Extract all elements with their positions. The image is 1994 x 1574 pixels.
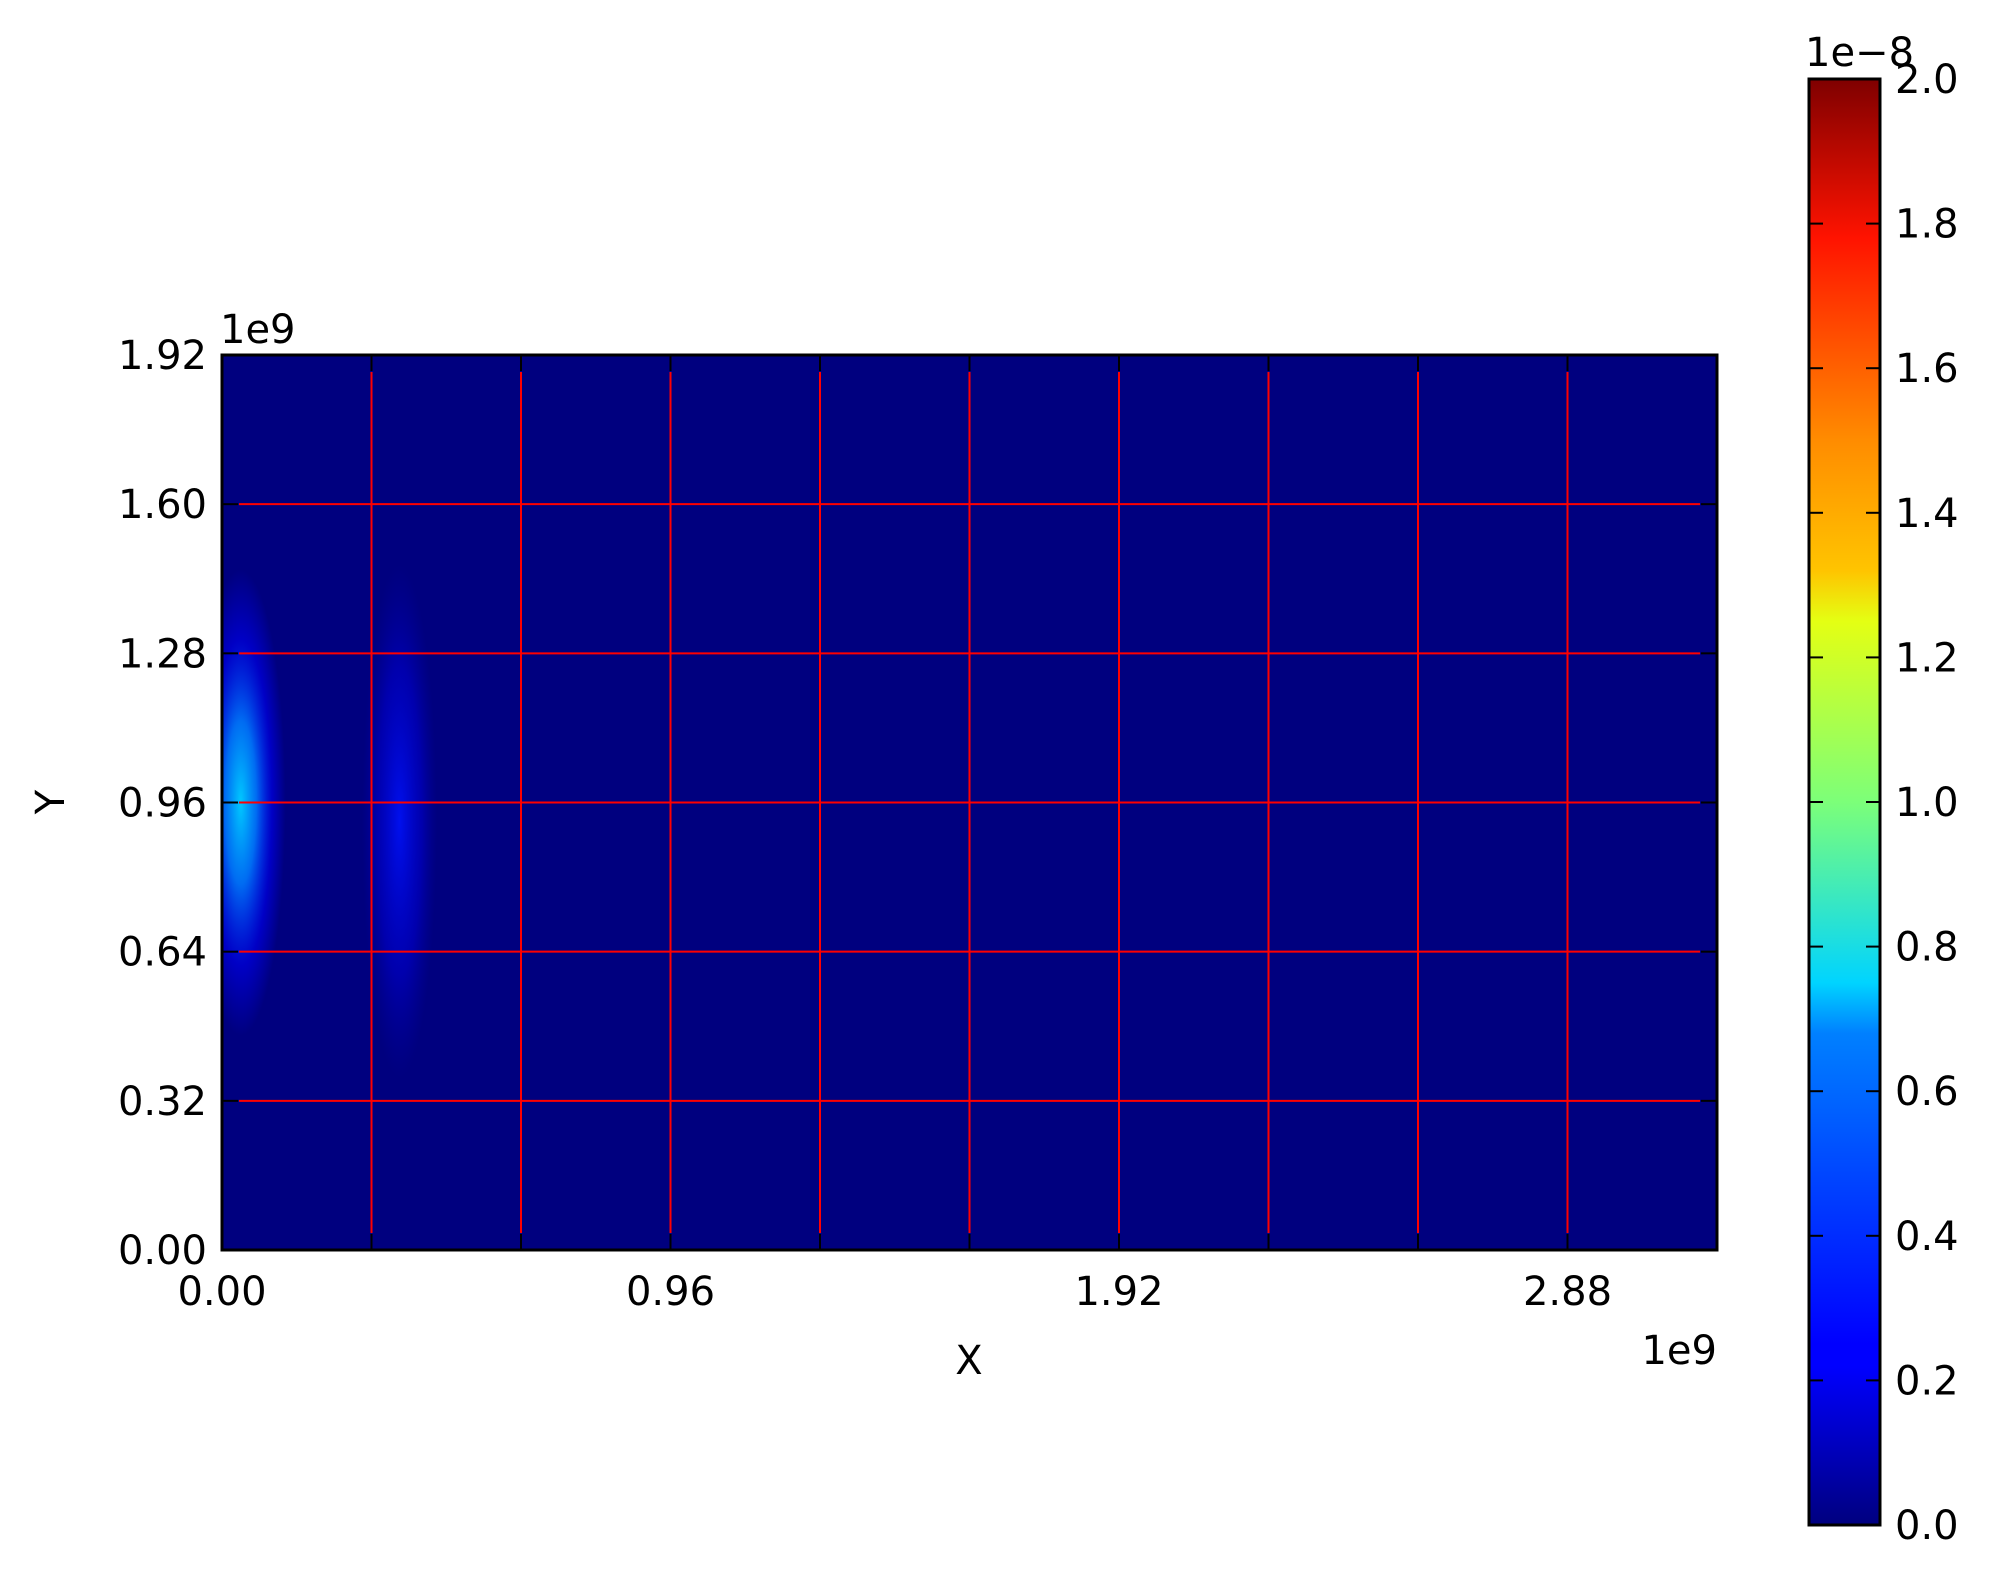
x-tick-label: 2.88: [1523, 1269, 1612, 1315]
colorbar-tick-label: 1.8: [1895, 202, 1959, 248]
x-axis-label: X: [955, 1338, 982, 1384]
x-tick-label: 0.96: [626, 1269, 715, 1315]
y-tick-labels: 0.00 0.32 0.64 0.96 1.28 1.60 1.92: [118, 333, 207, 1274]
heatmap-feature-2: [362, 564, 437, 1078]
y-tick-label: 1.92: [118, 333, 207, 379]
y-tick-label: 0.32: [118, 1079, 207, 1125]
grid-lines: [239, 372, 1700, 1233]
colorbar-tick-label: 0.2: [1895, 1358, 1959, 1404]
colorbar-ticks: 0.0 0.2 0.4 0.6 0.8 1.0 1.2 1.4 1.6 1.8 2.0: [1809, 57, 1959, 1549]
colorbar-tick-label: 1.0: [1895, 780, 1959, 826]
colorbar-offset-text: 1e−8: [1805, 30, 1914, 76]
x-tick-label: 1.92: [1074, 1269, 1163, 1315]
y-tick-label: 0.64: [118, 930, 207, 976]
x-tick-labels: 0.00 0.96 1.92 2.88: [177, 1269, 1612, 1315]
colorbar: 0.0 0.2 0.4 0.6 0.8 1.0 1.2 1.4 1.6 1.8 2.0 1e−8: [1805, 30, 1959, 1549]
colorbar-tick-label: 0.0: [1895, 1503, 1959, 1549]
colorbar-tick-label: 1.4: [1895, 491, 1959, 537]
axis-ticks: [222, 355, 1717, 1250]
colorbar-tick-label: 1.2: [1895, 635, 1959, 681]
y-tick-label: 1.28: [118, 631, 207, 677]
y-tick-label: 0.96: [118, 781, 207, 827]
colorbar-tick-label: 2.0: [1895, 57, 1959, 103]
colorbar-tick-label: 0.8: [1895, 925, 1959, 971]
y-offset-text: 1e9: [220, 307, 296, 353]
colorbar-tick-label: 1.6: [1895, 346, 1959, 392]
colorbar-tick-label: 0.6: [1895, 1069, 1959, 1115]
y-tick-label: 0.00: [118, 1228, 207, 1274]
y-tick-label: 1.60: [118, 482, 207, 528]
x-tick-label: 0.00: [177, 1269, 266, 1315]
x-offset-text: 1e9: [1641, 1328, 1717, 1374]
plot-area: [220, 353, 1719, 1252]
y-axis-label: Y: [28, 789, 74, 815]
colorbar-tick-label: 0.4: [1895, 1214, 1959, 1260]
